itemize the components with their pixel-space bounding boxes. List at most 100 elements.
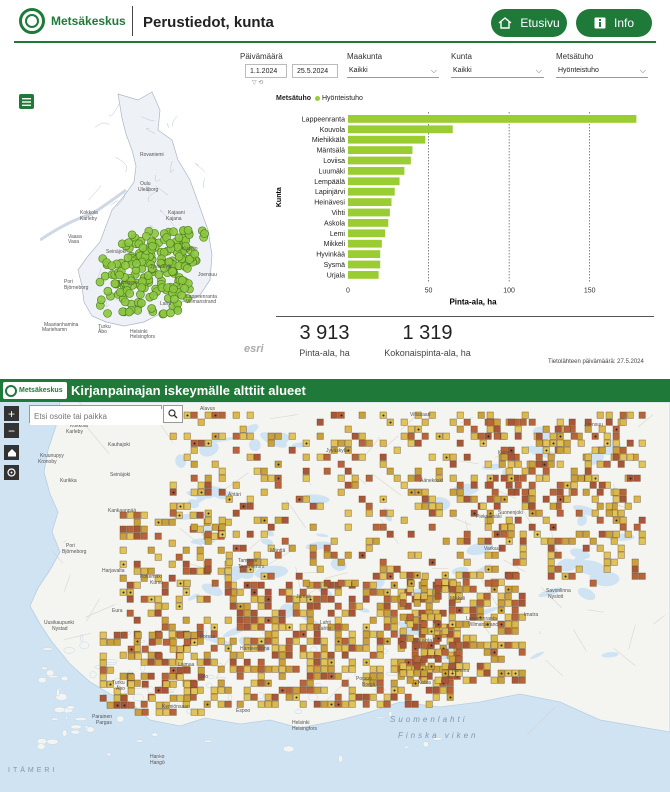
place-label: Helsingfors: [292, 726, 318, 732]
place-label: Karleby: [66, 429, 83, 435]
y-tick-label: Urjala: [327, 272, 345, 279]
place-label: Joensuu: [584, 422, 603, 428]
bar[interactable]: [348, 208, 390, 217]
kunta-filter-label: Kunta: [451, 52, 472, 61]
header-underline: [14, 41, 656, 43]
bar[interactable]: [348, 146, 413, 154]
locate-icon: [7, 468, 16, 477]
place-label: Hanko: [150, 754, 165, 760]
bar[interactable]: [348, 198, 392, 206]
layer-list-button[interactable]: [19, 94, 34, 109]
home-view-button[interactable]: [4, 445, 19, 460]
chevron-down-icon: ⌵: [535, 65, 542, 75]
place-label: Lappeenranta: [466, 616, 497, 622]
metsakeskus-logo-icon: [5, 384, 17, 397]
date-start-input[interactable]: 1.1.2024: [245, 64, 287, 78]
search-box[interactable]: [29, 405, 163, 425]
archipelago: [36, 629, 449, 763]
place-label: Lappeenranta: [186, 294, 217, 300]
place-label: Björneborg: [64, 285, 89, 291]
place-label: Seinäjoki: [106, 249, 126, 255]
zoom-in-button[interactable]: +: [4, 406, 19, 421]
place-label: Åbo: [98, 328, 107, 335]
place-label: Jyväskylä: [326, 448, 348, 454]
locate-button[interactable]: [4, 465, 19, 480]
y-tick-label: Miehikkälä: [312, 137, 345, 144]
place-label: Jämsä: [296, 594, 311, 600]
legend-title: Metsätuho: [276, 95, 311, 102]
place-label: Espoo: [236, 708, 250, 714]
place-label: Kokkola: [80, 210, 98, 216]
bar[interactable]: [348, 187, 395, 196]
place-label: Uusikaupunki: [44, 620, 74, 626]
place-label: Kuopio: [182, 246, 198, 252]
x-tick-label: 50: [425, 287, 433, 294]
search-input[interactable]: [30, 408, 163, 425]
kunta-select[interactable]: Kaikki ⌵: [451, 64, 544, 78]
gulf-of-bothnia: [40, 188, 127, 242]
bar[interactable]: [348, 260, 381, 269]
place-label: Hangö: [150, 760, 165, 766]
place-label: Viitasaari: [410, 412, 430, 418]
place-label: Kotka: [418, 680, 431, 686]
place-label: Pori: [66, 543, 75, 549]
date-end-input[interactable]: 25.5.2024: [292, 64, 338, 78]
place-label: Äänekoski: [420, 477, 443, 484]
bar[interactable]: [348, 229, 386, 238]
bar[interactable]: [348, 125, 453, 134]
metsatuho-select-value: Hyönteistuho: [558, 67, 599, 74]
place-label: Turku: [98, 324, 111, 330]
kpi-divider: [276, 316, 654, 317]
metsatuho-select[interactable]: Hyönteistuho ⌵: [556, 64, 648, 78]
search-button[interactable]: [163, 405, 183, 423]
bar[interactable]: [348, 167, 405, 175]
y-tick-label: Lempäälä: [314, 179, 345, 186]
risk-area-squares: [99, 411, 646, 716]
place-label: Nystad: [52, 626, 68, 632]
zoom-out-button[interactable]: −: [4, 423, 19, 438]
chevron-down-icon: ⌵: [430, 65, 437, 75]
lower-map-header: Metsäkeskus Kirjanpainajan iskeymälle al…: [0, 379, 670, 402]
home-button[interactable]: Etusivu: [491, 9, 567, 37]
date-filter-label: Päivämäärä: [240, 52, 283, 61]
place-label: Karleby: [80, 216, 97, 222]
y-tick-label: Hyvinkää: [316, 252, 345, 259]
bar-chart: 0 50 100 150 Lappeenranta Kouvola Miehikkälä Mä…: [276, 112, 637, 306]
lower-logo-badge: Metsäkeskus: [3, 382, 67, 399]
place-label: Borgå: [362, 681, 376, 688]
menu-icon: [22, 97, 31, 106]
logo-text: Metsäkeskus: [51, 14, 126, 28]
sea-label-sv: Finska viken: [398, 731, 478, 740]
bar[interactable]: [348, 177, 400, 186]
bar[interactable]: [348, 239, 382, 248]
x-tick-label: 150: [584, 287, 596, 294]
place-label: Mikkeli: [450, 596, 465, 602]
place-label: Oulu: [140, 181, 151, 187]
kpi-area-value: 3 913: [299, 322, 350, 344]
place-label: Kurikka: [60, 478, 77, 484]
x-tick-label: 100: [503, 287, 515, 294]
bar[interactable]: [348, 219, 389, 227]
place-label: Lahti: [160, 301, 171, 307]
maakunta-filter-label: Maakunta: [347, 52, 383, 61]
info-button-label: Info: [613, 16, 634, 30]
place-label: Kauhajoki: [108, 442, 130, 448]
filter-icons[interactable]: ▽ ⟲: [252, 80, 264, 86]
y-tick-label: Loviisa: [323, 158, 345, 165]
maakunta-select[interactable]: Kaikki ⌵: [347, 64, 439, 78]
place-label: Kankaanpää: [108, 508, 136, 514]
source-date: Tietolähteen päivämäärä: 27.5.2024: [548, 359, 644, 365]
bar[interactable]: [348, 271, 379, 279]
place-label: Villmanstrand: [468, 622, 498, 628]
y-tick-label: Kouvola: [320, 127, 345, 134]
bar[interactable]: [348, 115, 637, 123]
info-button[interactable]: Info: [576, 9, 652, 37]
home-icon: [498, 17, 512, 29]
y-tick-label: Heinävesi: [314, 200, 345, 207]
bar[interactable]: [348, 135, 426, 144]
bar[interactable]: [348, 250, 381, 258]
bar[interactable]: [348, 156, 411, 165]
